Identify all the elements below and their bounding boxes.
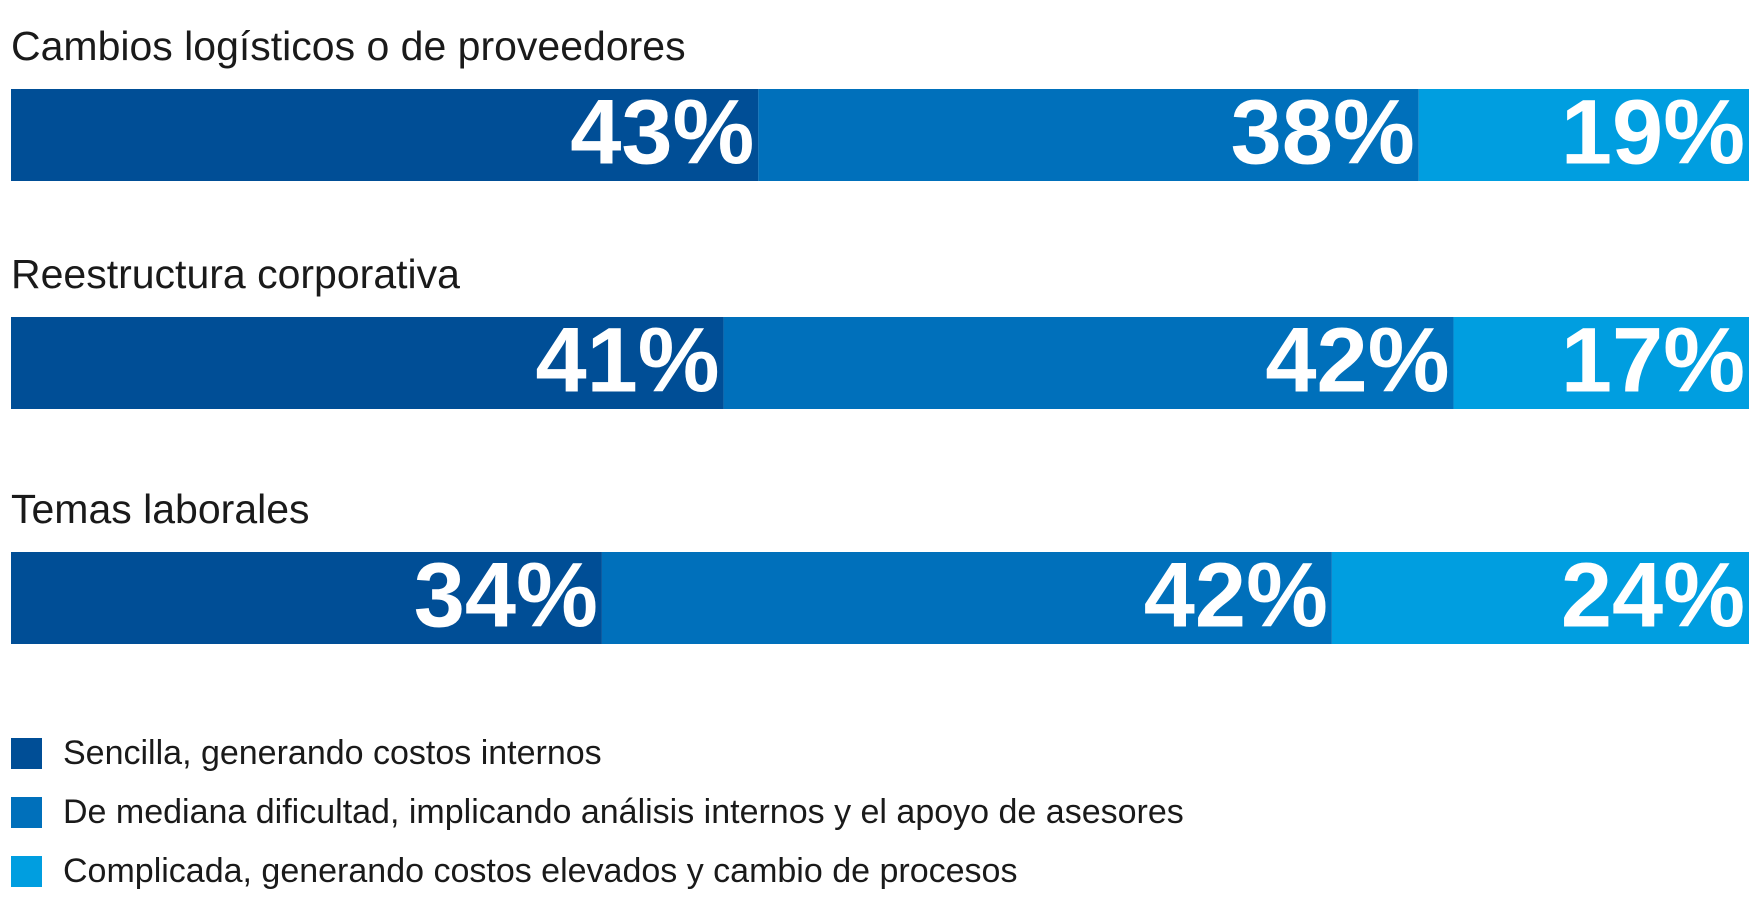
- bar-segment: [11, 89, 759, 181]
- bar-segment: [758, 89, 1419, 181]
- legend-label: De mediana dificultad, implicando anális…: [63, 793, 1184, 831]
- legend-swatch: [11, 738, 42, 769]
- category-label: Reestructura corporativa: [11, 251, 460, 297]
- bar-segment: [1453, 317, 1749, 409]
- value-label: 41%: [535, 309, 719, 411]
- bar-segment: [11, 317, 724, 409]
- value-label: 19%: [1561, 81, 1745, 183]
- legend-swatch: [11, 856, 42, 887]
- bar-segment: [1331, 552, 1749, 644]
- category-label: Cambios logísticos o de proveedores: [11, 23, 686, 69]
- bar-segment: [723, 317, 1454, 409]
- bar-segment: [1418, 89, 1749, 181]
- legend-label: Sencilla, generando costos internos: [63, 734, 602, 772]
- legend-swatch: [11, 797, 42, 828]
- value-label: 38%: [1231, 81, 1415, 183]
- category-label: Temas laborales: [11, 486, 310, 532]
- value-label: 24%: [1561, 544, 1745, 646]
- value-label: 34%: [414, 544, 598, 646]
- value-label: 42%: [1265, 309, 1449, 411]
- value-label: 43%: [570, 81, 754, 183]
- legend-label: Complicada, generando costos elevados y …: [63, 852, 1017, 890]
- value-label: 42%: [1144, 544, 1328, 646]
- bar-segment: [601, 552, 1332, 644]
- bar-segment: [11, 552, 602, 644]
- value-label: 17%: [1561, 309, 1745, 411]
